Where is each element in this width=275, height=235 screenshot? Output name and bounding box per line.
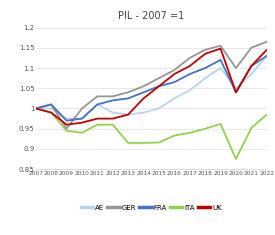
UK [204, 52, 207, 55]
UK [34, 107, 37, 110]
AE [265, 55, 268, 57]
FRA [234, 91, 238, 94]
UK [50, 111, 53, 114]
FRA [126, 97, 130, 100]
FRA [188, 73, 191, 75]
UK [188, 65, 191, 67]
GER [204, 48, 207, 51]
UK [126, 113, 130, 116]
Line: UK: UK [36, 49, 267, 125]
GER [96, 95, 99, 98]
ITA [188, 131, 191, 134]
AE [173, 97, 176, 100]
UK [250, 65, 253, 67]
Line: GER: GER [36, 42, 267, 129]
GER [34, 107, 37, 110]
UK [80, 121, 84, 124]
GER [80, 107, 84, 110]
FRA [157, 85, 161, 88]
AE [219, 67, 222, 69]
AE [96, 103, 99, 106]
Legend: AE, GER, FRA, ITA, UK: AE, GER, FRA, ITA, UK [78, 202, 225, 213]
AE [126, 113, 130, 116]
FRA [65, 119, 68, 122]
ITA [250, 126, 253, 129]
AE [188, 89, 191, 92]
GER [173, 69, 176, 71]
UK [142, 97, 145, 100]
AE [234, 87, 238, 90]
UK [96, 117, 99, 120]
ITA [50, 111, 53, 114]
ITA [265, 113, 268, 116]
FRA [50, 103, 53, 106]
GER [111, 95, 114, 98]
ITA [65, 129, 68, 132]
ITA [204, 127, 207, 130]
FRA [142, 91, 145, 94]
UK [173, 73, 176, 75]
Title: PIL - 2007 =1: PIL - 2007 =1 [118, 11, 184, 21]
ITA [96, 123, 99, 126]
UK [65, 123, 68, 126]
FRA [80, 117, 84, 120]
ITA [173, 134, 176, 137]
ITA [111, 123, 114, 126]
GER [65, 127, 68, 130]
UK [157, 85, 161, 88]
AE [50, 107, 53, 110]
GER [50, 103, 53, 106]
UK [234, 91, 238, 94]
AE [34, 107, 37, 110]
GER [234, 67, 238, 69]
GER [142, 85, 145, 88]
GER [157, 77, 161, 80]
UK [219, 47, 222, 50]
AE [142, 111, 145, 114]
UK [111, 117, 114, 120]
Line: AE: AE [36, 56, 267, 119]
FRA [204, 67, 207, 69]
AE [157, 107, 161, 110]
GER [250, 46, 253, 49]
FRA [173, 81, 176, 84]
GER [188, 56, 191, 59]
FRA [111, 99, 114, 102]
GER [126, 91, 130, 94]
FRA [250, 65, 253, 67]
ITA [126, 141, 130, 144]
ITA [234, 158, 238, 161]
AE [111, 111, 114, 114]
FRA [34, 107, 37, 110]
ITA [34, 107, 37, 110]
GER [265, 40, 268, 43]
UK [265, 48, 268, 51]
AE [250, 73, 253, 75]
AE [204, 77, 207, 80]
ITA [142, 141, 145, 144]
FRA [96, 103, 99, 106]
GER [219, 44, 222, 47]
FRA [265, 55, 268, 57]
AE [80, 117, 84, 120]
Line: ITA: ITA [36, 109, 267, 159]
ITA [157, 141, 161, 144]
FRA [219, 59, 222, 61]
ITA [219, 122, 222, 125]
AE [65, 117, 68, 120]
ITA [80, 131, 84, 134]
Line: FRA: FRA [36, 56, 267, 121]
